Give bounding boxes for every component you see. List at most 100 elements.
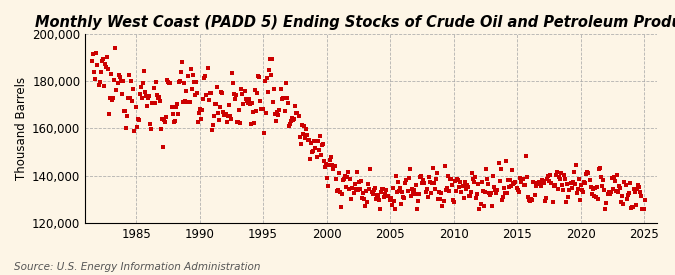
- Point: [317, 143, 327, 148]
- Point: [265, 56, 275, 61]
- Title: Monthly West Coast (PADD 5) Ending Stocks of Crude Oil and Petroleum Products: Monthly West Coast (PADD 5) Ending Stock…: [35, 15, 675, 30]
- Point: [244, 102, 255, 106]
- Point: [599, 188, 610, 192]
- Point: [568, 170, 579, 174]
- Point: [248, 121, 259, 126]
- Point: [179, 81, 190, 85]
- Point: [496, 198, 507, 203]
- Point: [354, 180, 364, 184]
- Point: [101, 55, 112, 59]
- Point: [358, 197, 369, 201]
- Point: [95, 70, 106, 75]
- Point: [639, 198, 650, 202]
- Point: [151, 93, 162, 97]
- Point: [298, 124, 309, 128]
- Point: [263, 68, 274, 72]
- Point: [268, 100, 279, 104]
- Point: [396, 202, 406, 206]
- Point: [594, 167, 605, 172]
- Point: [432, 171, 443, 175]
- Point: [488, 174, 499, 178]
- Point: [589, 186, 600, 190]
- Point: [505, 178, 516, 183]
- Point: [451, 189, 462, 193]
- Point: [315, 153, 326, 158]
- Point: [232, 120, 242, 125]
- Point: [597, 184, 608, 188]
- Point: [350, 187, 361, 191]
- Point: [168, 120, 179, 124]
- Point: [140, 90, 151, 95]
- Point: [280, 81, 291, 86]
- Point: [201, 92, 212, 97]
- Point: [637, 207, 648, 211]
- Point: [464, 194, 475, 199]
- Point: [136, 96, 147, 100]
- Point: [471, 196, 482, 200]
- Point: [569, 182, 580, 186]
- Point: [377, 187, 387, 191]
- Point: [312, 138, 323, 143]
- Point: [354, 186, 365, 191]
- Point: [111, 88, 122, 92]
- Point: [564, 188, 575, 192]
- Point: [265, 73, 276, 77]
- Point: [162, 78, 173, 82]
- Point: [223, 103, 234, 108]
- Point: [122, 114, 132, 118]
- Point: [183, 73, 194, 78]
- Point: [636, 194, 647, 199]
- Point: [132, 117, 143, 121]
- Point: [332, 188, 343, 192]
- Point: [634, 185, 645, 189]
- Point: [435, 197, 446, 201]
- Point: [371, 192, 382, 197]
- Point: [574, 198, 585, 203]
- Point: [166, 105, 177, 110]
- Point: [361, 189, 372, 194]
- Point: [276, 96, 287, 101]
- Point: [89, 70, 100, 74]
- Point: [289, 117, 300, 121]
- Point: [236, 87, 247, 91]
- Point: [458, 196, 469, 200]
- Point: [468, 177, 479, 181]
- Point: [304, 138, 315, 142]
- Point: [305, 156, 316, 161]
- Point: [446, 177, 456, 181]
- Point: [412, 207, 423, 211]
- Point: [184, 99, 195, 104]
- Point: [153, 96, 163, 101]
- Point: [549, 183, 560, 188]
- Point: [138, 69, 149, 73]
- Point: [322, 176, 333, 180]
- Point: [562, 182, 572, 186]
- Point: [131, 125, 142, 129]
- Y-axis label: Thousand Barrels: Thousand Barrels: [15, 77, 28, 180]
- Point: [473, 182, 484, 186]
- Point: [555, 177, 566, 182]
- Point: [630, 202, 641, 207]
- Point: [474, 207, 485, 211]
- Point: [481, 167, 491, 171]
- Point: [511, 186, 522, 190]
- Point: [491, 190, 502, 195]
- Point: [608, 175, 619, 179]
- Point: [380, 192, 391, 196]
- Point: [462, 185, 473, 189]
- Point: [176, 69, 186, 74]
- Point: [624, 181, 635, 186]
- Point: [447, 183, 458, 188]
- Point: [542, 177, 553, 181]
- Point: [257, 107, 268, 111]
- Point: [170, 104, 181, 109]
- Point: [295, 142, 306, 147]
- Point: [556, 170, 566, 175]
- Point: [242, 101, 253, 105]
- Point: [246, 101, 257, 105]
- Point: [197, 108, 208, 112]
- Point: [459, 180, 470, 185]
- Point: [408, 190, 418, 194]
- Point: [356, 196, 367, 200]
- Point: [537, 178, 548, 183]
